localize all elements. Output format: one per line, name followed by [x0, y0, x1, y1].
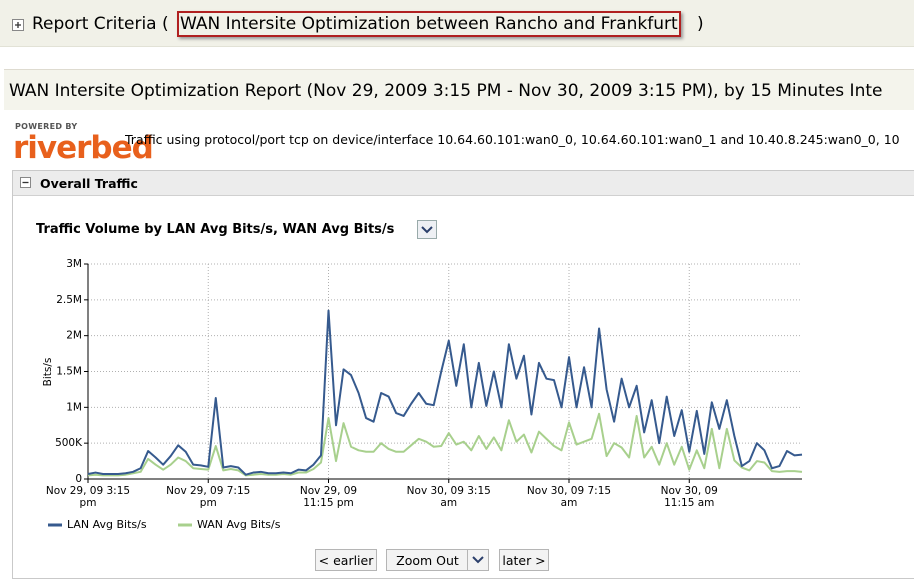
criteria-bar: [0, 0, 914, 47]
criteria-label[interactable]: Report Criteria (: [32, 14, 169, 34]
earlier-button[interactable]: < earlier: [315, 549, 377, 571]
powered-by: POWERED BY: [15, 122, 78, 131]
zoom-button[interactable]: Zoom Out: [386, 549, 468, 571]
x-tick-label: Nov 29, 09 7:15 pm: [166, 485, 251, 509]
chart-menu[interactable]: [417, 220, 438, 240]
x-tick-label: Nov 30, 09 7:15 am: [526, 485, 612, 509]
x-tick-label: Nov 29, 09 3:15 pm: [45, 485, 131, 509]
x-tick-label: Nov 29, 09 11:15 pm: [299, 485, 358, 509]
section-title: Overall Traffic: [40, 176, 138, 191]
x-tick-label: Nov 30, 09 3:15 am: [406, 485, 491, 509]
criteria-name: WAN Intersite Optimization between Ranch…: [177, 11, 681, 37]
logo: riverbed: [13, 130, 154, 166]
report-header: [4, 70, 914, 110]
x-tick-label: Nov 30, 09 11:15 am: [660, 485, 718, 509]
chart-title: Traffic Volume by LAN Avg Bits/s, WAN Av…: [36, 222, 395, 237]
section-header: [13, 171, 914, 196]
collapse-icon[interactable]: [20, 177, 32, 189]
report-title: WAN Intersite Optimization Report (Nov 2…: [9, 81, 883, 101]
expand-icon[interactable]: [12, 19, 25, 32]
later-button[interactable]: later >: [499, 549, 549, 571]
zoom-menu[interactable]: [467, 549, 489, 571]
criteria-close: ): [697, 14, 704, 34]
report-description: Traffic using protocol/port tcp on devic…: [125, 132, 900, 147]
